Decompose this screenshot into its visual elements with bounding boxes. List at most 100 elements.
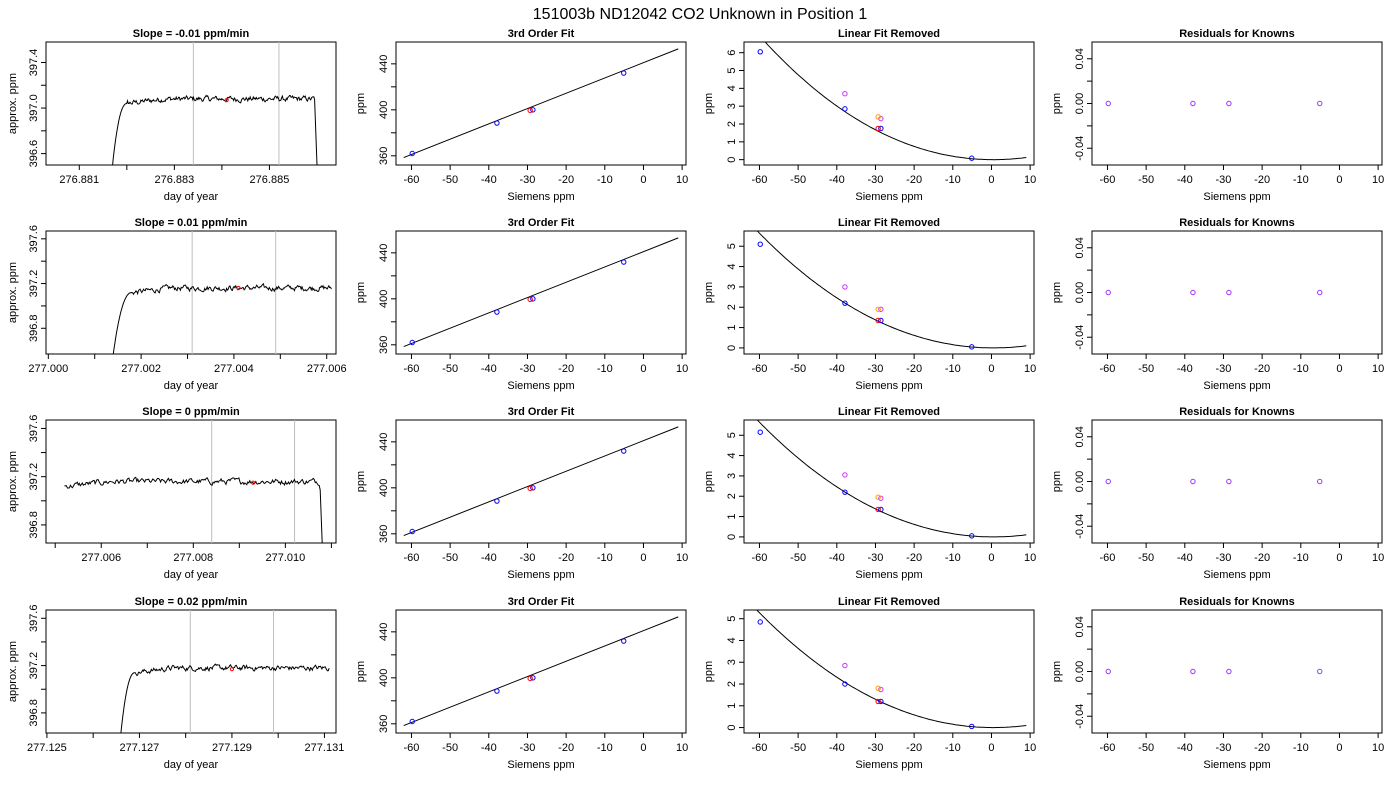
r4-time-series-y-axis-label: approx. ppm xyxy=(7,641,19,702)
r2-linear-removed-y-axis-label: ppm xyxy=(703,282,715,303)
r2-residuals-residual-point xyxy=(1317,289,1323,296)
r3-linear-removed-x-axis-label: Siemens ppm xyxy=(855,569,922,581)
r2-fit-known-point xyxy=(621,259,627,265)
r3-time-series-unknown-point xyxy=(251,480,256,485)
r4-residuals-x-tick-label: 0 xyxy=(1336,742,1342,754)
r3-fit-x-tick-label: -10 xyxy=(597,552,613,564)
r3-linear-removed-orange-point xyxy=(875,494,881,500)
r3-linear-removed-x-tick-label: 0 xyxy=(988,552,994,564)
r3-fit-plot-area xyxy=(403,426,679,536)
r2-linear-removed-y-tick-label: 4 xyxy=(726,264,738,270)
r2-fit-x-tick-label: -40 xyxy=(481,363,497,375)
r2-linear-removed-y-tick-label: 3 xyxy=(726,284,738,290)
r1-time-series-x-tick-label: 276.885 xyxy=(250,174,290,186)
r2-residuals-plot-area xyxy=(1105,289,1323,296)
r4-fit-plot-frame xyxy=(395,609,687,734)
r3-linear-removed-y-tick-label: 4 xyxy=(726,453,738,459)
r3-linear-removed-y-axis-label: ppm xyxy=(703,471,715,492)
r2-linear-removed-y-tick-label: 1 xyxy=(726,325,738,331)
r3-linear-removed-x-tick-label: -30 xyxy=(868,552,884,564)
r1-residuals-plot-area xyxy=(1105,100,1323,107)
r3-time-series-y-tick-label: 397.6 xyxy=(28,415,40,443)
r3-linear-removed-magenta-point xyxy=(878,495,884,501)
r3-fit-x-tick-label: 10 xyxy=(676,552,688,564)
r3-linear-removed-fit-curve xyxy=(756,420,1027,538)
r2-linear-removed-x-tick-label: -40 xyxy=(829,363,845,375)
r3-residuals-plot-frame xyxy=(1091,419,1383,544)
r2-linear-removed-known-point xyxy=(842,300,848,306)
r2-time-series-plot-area xyxy=(112,231,332,354)
r1-residuals-y-axis-label: ppm xyxy=(1051,93,1063,114)
r3-fit-plot-frame xyxy=(395,419,687,544)
r4-fit-y-tick-label: 360 xyxy=(378,715,390,733)
r1-linear-removed-y-tick-label: 2 xyxy=(726,121,738,127)
r2-linear-removed-fit-curve xyxy=(756,231,1027,349)
r2-linear-removed-x-axis-label: Siemens ppm xyxy=(855,380,922,392)
r2-fit-x-tick-label: -60 xyxy=(404,363,420,375)
r1-residuals-residual-point xyxy=(1105,100,1111,107)
r4-linear-removed-plot-area xyxy=(756,610,1027,730)
r4-residuals-residual-point xyxy=(1105,668,1111,675)
r2-fit-x-tick-label: -30 xyxy=(520,363,536,375)
r3-fit-x-tick-label: -60 xyxy=(404,552,420,564)
r4-linear-removed-x-tick-label: -60 xyxy=(752,742,768,754)
r2-fit-fit-curve xyxy=(403,237,679,347)
r3-fit-known-point xyxy=(530,485,536,491)
r4-fit-known-point xyxy=(530,675,536,681)
r1-linear-removed-unknown-point xyxy=(875,125,881,132)
r4-linear-removed-y-axis-label: ppm xyxy=(703,661,715,682)
r3-linear-removed-x-tick-label: -10 xyxy=(945,552,961,564)
r1-residuals-x-tick-label: -50 xyxy=(1138,174,1154,186)
r3-residuals-x-tick-label: -50 xyxy=(1138,552,1154,564)
r1-linear-removed-known-point xyxy=(842,106,848,112)
r1-linear-removed-y-tick-label: 0 xyxy=(726,157,738,163)
r1-linear-removed-y-tick-label: 3 xyxy=(726,103,738,109)
r4-time-series-x-tick-label: 277.131 xyxy=(305,742,345,754)
r1-linear-removed-title: Linear Fit Removed xyxy=(838,28,940,40)
r1-time-series-y-tick-label: 396.6 xyxy=(28,140,40,168)
r2-time-series-y-tick-label: 397.2 xyxy=(28,270,40,298)
r2-fit-unknown-point xyxy=(527,296,533,303)
r2-residuals-x-tick-label: -20 xyxy=(1254,363,1270,375)
r3-linear-removed-y-tick-label: 1 xyxy=(726,514,738,520)
r4-linear-removed-y-tick-label: 4 xyxy=(726,637,738,643)
r3-time-series-x-axis-label: day of year xyxy=(164,569,219,581)
r4-linear-removed-magenta-point xyxy=(842,662,848,669)
r1-residuals-x-tick-label: -60 xyxy=(1100,174,1116,186)
r3-fit-known-point xyxy=(409,528,415,535)
r3-linear-removed-known-point xyxy=(878,506,884,513)
r3-linear-removed-x-tick-label: -60 xyxy=(752,552,768,564)
r2-time-series-y-axis-label: approx. ppm xyxy=(7,262,19,323)
r3-residuals-x-axis-label: Siemens ppm xyxy=(1203,569,1270,581)
r4-linear-removed-y-tick-label: 0 xyxy=(726,724,738,730)
r1-linear-removed-x-tick-label: -10 xyxy=(945,174,961,186)
r3-fit-unknown-point xyxy=(527,485,533,492)
r2-residuals-y-axis-label: ppm xyxy=(1051,282,1063,303)
r4-fit-known-point xyxy=(494,688,500,694)
r1-fit-x-tick-label: -30 xyxy=(520,174,536,186)
r4-residuals-x-tick-label: -20 xyxy=(1254,742,1270,754)
r1-fit-plot-area xyxy=(403,48,679,158)
r4-residuals-y-tick-label: 0.00 xyxy=(1074,661,1086,682)
r3-linear-removed-magenta-point xyxy=(842,472,848,478)
r1-residuals-x-tick-label: 10 xyxy=(1372,174,1384,186)
r1-linear-removed-known-point xyxy=(757,49,763,55)
r4-linear-removed-x-tick-label: -40 xyxy=(829,742,845,754)
r4-residuals-y-axis-label: ppm xyxy=(1051,661,1063,682)
r2-residuals-x-tick-label: -50 xyxy=(1138,363,1154,375)
r3-residuals-y-tick-label: 0.00 xyxy=(1074,471,1086,492)
r2-fit-known-point xyxy=(409,339,415,346)
r3-linear-removed-y-tick-label: 5 xyxy=(726,432,738,438)
r3-linear-removed-plot-frame xyxy=(743,419,1035,544)
r2-linear-removed-y-tick-label: 0 xyxy=(726,345,738,351)
r2-linear-removed-unknown-point xyxy=(875,317,881,324)
r2-residuals-residual-point xyxy=(1105,289,1111,296)
r1-residuals-residual-point xyxy=(1190,100,1196,107)
r1-linear-removed-plot-area xyxy=(757,42,1027,161)
r3-fit-fit-curve xyxy=(403,426,679,536)
r4-residuals-x-tick-label: -10 xyxy=(1293,742,1309,754)
r1-time-series-plot-area xyxy=(112,42,318,165)
r3-residuals-x-tick-label: -10 xyxy=(1293,552,1309,564)
r2-fit-title: 3rd Order Fit xyxy=(508,217,575,229)
r4-linear-removed-known-point xyxy=(878,698,884,705)
